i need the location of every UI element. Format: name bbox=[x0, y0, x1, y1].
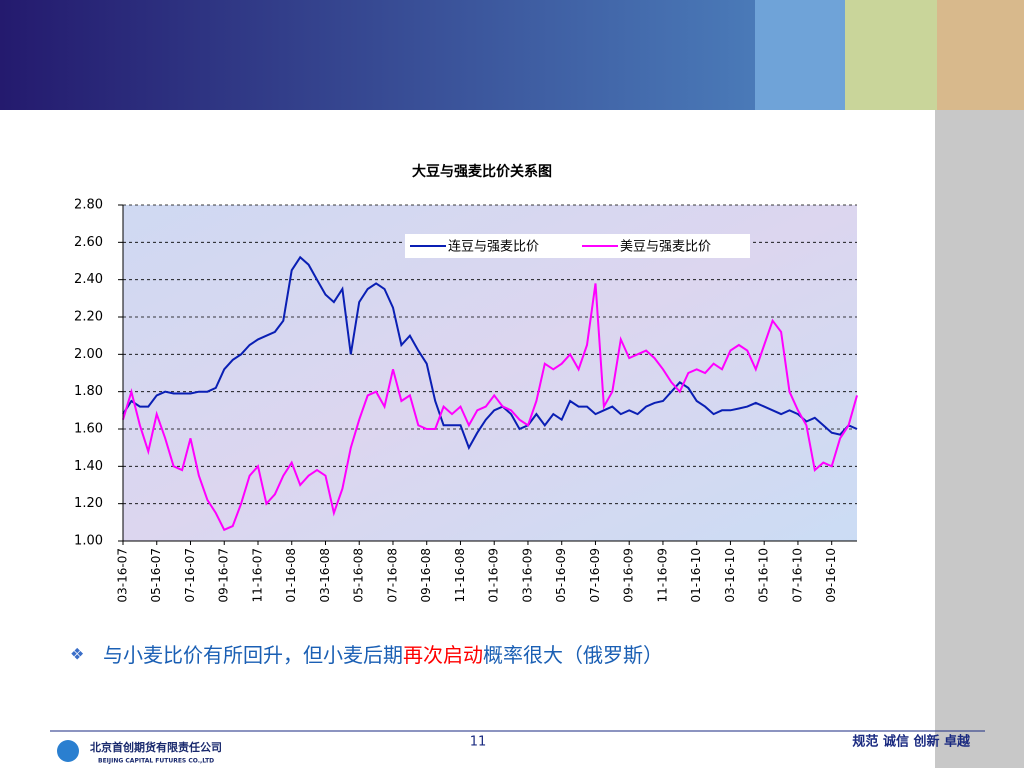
y-tick-label: 2.20 bbox=[74, 310, 103, 325]
y-tick-label: 1.00 bbox=[74, 534, 103, 549]
x-tick-label: 01-16-09 bbox=[487, 548, 501, 602]
bullet-part: 再次启动 bbox=[403, 643, 483, 667]
y-tick-label: 1.80 bbox=[74, 384, 103, 399]
x-tick-label: 11-16-08 bbox=[453, 548, 467, 602]
y-tick-label: 1.60 bbox=[74, 422, 103, 437]
x-tick-label: 07-16-07 bbox=[183, 548, 197, 602]
x-tick-label: 03-16-10 bbox=[723, 548, 737, 602]
y-tick-label: 2.60 bbox=[74, 235, 103, 250]
company-name-en: BEIJING CAPITAL FUTURES CO.,LTD bbox=[98, 758, 214, 765]
x-tick-label: 05-16-10 bbox=[757, 548, 771, 602]
series-line bbox=[122, 255, 858, 451]
x-tick-label: 03-16-08 bbox=[318, 548, 332, 602]
y-tick-label: 2.40 bbox=[74, 272, 103, 287]
sidebar bbox=[935, 110, 1024, 768]
x-tick-label: 11-16-07 bbox=[250, 548, 264, 602]
x-tick-label: 05-16-07 bbox=[149, 548, 163, 602]
x-tick-label: 09-16-09 bbox=[622, 548, 636, 602]
y-tick-label: 2.00 bbox=[74, 347, 103, 362]
x-tick-label: 05-16-09 bbox=[554, 548, 568, 602]
y-tick-label: 1.20 bbox=[74, 496, 103, 511]
legend-label: 连豆与强麦比价 bbox=[448, 239, 539, 255]
header-band bbox=[0, 0, 755, 110]
bullet-part: 概率很大（俄罗斯） bbox=[483, 643, 663, 667]
header-image bbox=[755, 0, 845, 110]
y-tick-label: 1.40 bbox=[74, 459, 103, 474]
company-name: 北京首创期货有限责任公司 bbox=[90, 740, 222, 754]
bullet-icon: ❖ bbox=[70, 645, 84, 664]
logo-icon bbox=[57, 740, 79, 762]
x-tick-label: 09-16-07 bbox=[217, 548, 231, 602]
bullet-part: 与小麦比价有所回升，但小麦后期 bbox=[103, 643, 403, 667]
x-tick-label: 07-16-08 bbox=[385, 548, 399, 602]
x-tick-label: 01-16-10 bbox=[689, 548, 703, 602]
x-tick-label: 07-16-10 bbox=[790, 548, 804, 602]
x-tick-label: 11-16-09 bbox=[655, 548, 669, 602]
plot-area bbox=[123, 205, 857, 541]
x-tick-label: 09-16-10 bbox=[824, 548, 838, 602]
header-image bbox=[845, 0, 937, 110]
x-tick-label: 09-16-08 bbox=[419, 548, 433, 602]
slogan: 规范 诚信 创新 卓越 bbox=[852, 734, 971, 750]
x-tick-label: 01-16-08 bbox=[284, 548, 298, 602]
bullet-text: 与小麦比价有所回升，但小麦后期再次启动概率很大（俄罗斯） bbox=[103, 643, 663, 667]
legend-label: 美豆与强麦比价 bbox=[620, 240, 711, 255]
x-tick-label: 07-16-09 bbox=[588, 548, 602, 602]
x-tick-label: 03-16-07 bbox=[116, 548, 130, 602]
y-tick-label: 2.80 bbox=[74, 198, 103, 213]
legend bbox=[405, 234, 750, 258]
x-tick-label: 05-16-08 bbox=[352, 548, 366, 602]
series-line bbox=[122, 283, 858, 532]
page-number: 11 bbox=[470, 735, 487, 750]
header-image bbox=[937, 0, 1024, 110]
x-tick-label: 03-16-09 bbox=[520, 548, 534, 602]
chart-title: 大豆与强麦比价关系图 bbox=[412, 163, 552, 180]
